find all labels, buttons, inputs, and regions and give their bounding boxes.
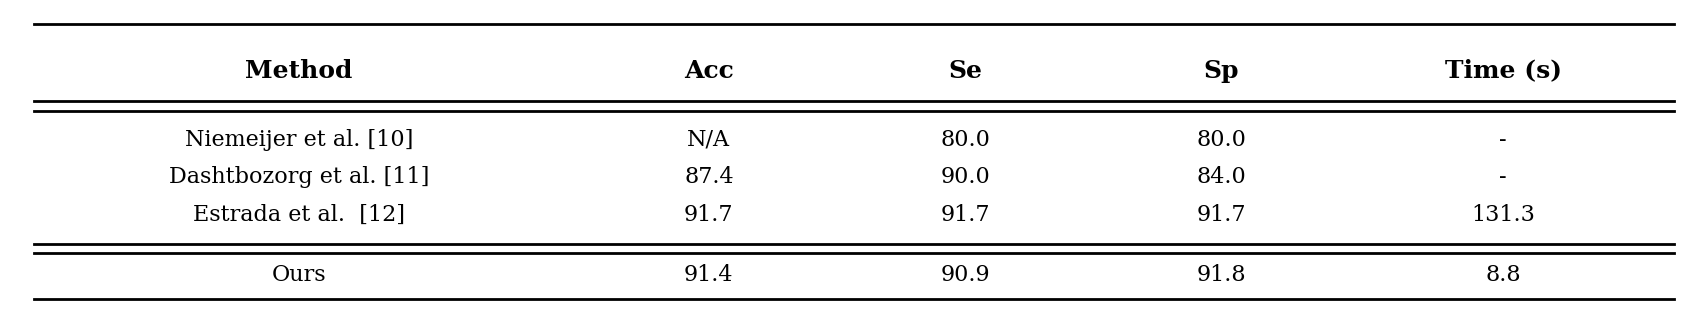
Text: 90.9: 90.9 — [939, 264, 990, 286]
Text: Dashtbozorg et al. [11]: Dashtbozorg et al. [11] — [169, 166, 428, 188]
Text: 90.0: 90.0 — [939, 166, 990, 188]
Text: Method: Method — [246, 59, 352, 83]
Text: 91.7: 91.7 — [1197, 204, 1244, 226]
Text: 8.8: 8.8 — [1485, 264, 1519, 286]
Text: Sp: Sp — [1203, 59, 1238, 83]
Text: Se: Se — [947, 59, 982, 83]
Text: Ours: Ours — [271, 264, 326, 286]
Text: 131.3: 131.3 — [1470, 204, 1535, 226]
Text: 87.4: 87.4 — [683, 166, 734, 188]
Text: 80.0: 80.0 — [939, 129, 990, 151]
Text: 91.7: 91.7 — [685, 204, 732, 226]
Text: -: - — [1499, 129, 1506, 151]
Text: Estrada et al.  [12]: Estrada et al. [12] — [193, 204, 405, 226]
Text: 91.7: 91.7 — [941, 204, 988, 226]
Text: 91.4: 91.4 — [685, 264, 732, 286]
Text: 91.8: 91.8 — [1195, 264, 1246, 286]
Text: -: - — [1499, 166, 1506, 188]
Text: Time (s): Time (s) — [1444, 59, 1560, 83]
Text: 84.0: 84.0 — [1195, 166, 1246, 188]
Text: Niemeijer et al. [10]: Niemeijer et al. [10] — [184, 129, 413, 151]
Text: 80.0: 80.0 — [1195, 129, 1246, 151]
Text: N/A: N/A — [686, 129, 731, 151]
Text: Acc: Acc — [683, 59, 734, 83]
